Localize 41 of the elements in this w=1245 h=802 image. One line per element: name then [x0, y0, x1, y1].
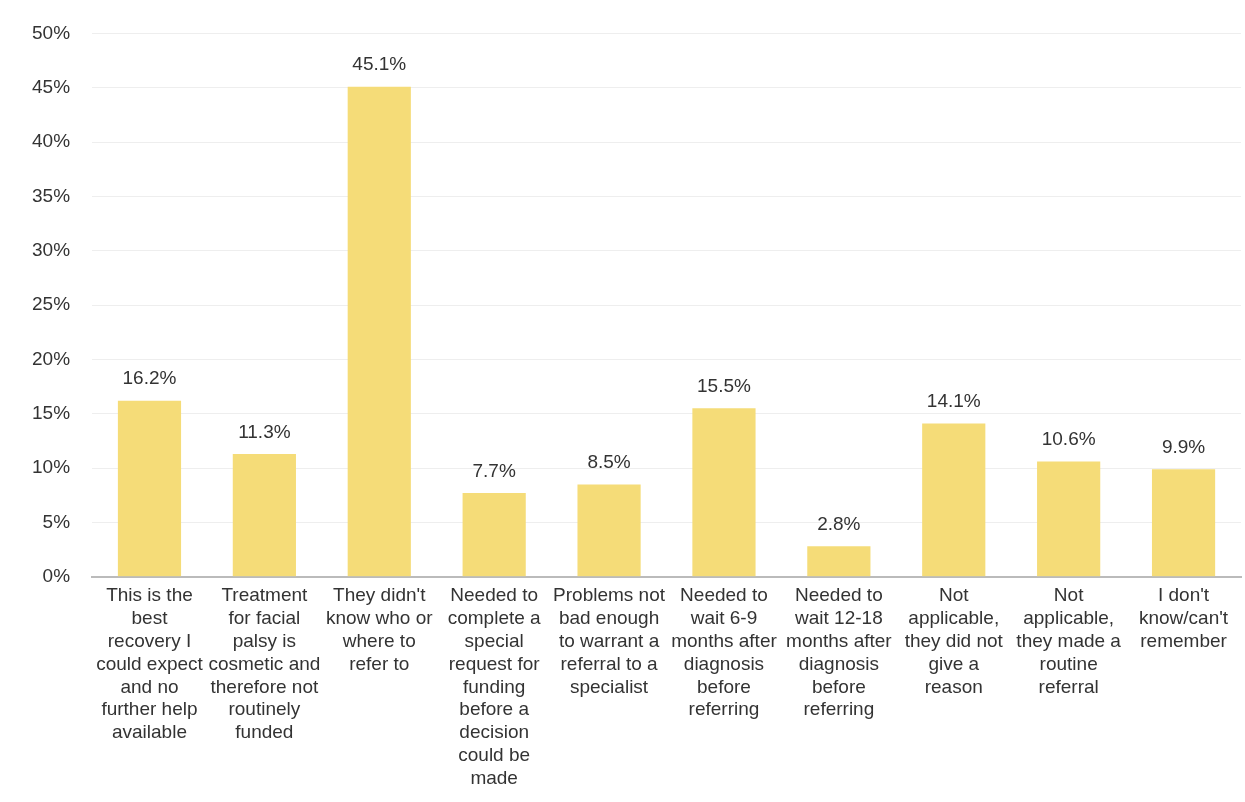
x-tick-label: Needed to wait 12-18 months after diagnosis before referring [786, 584, 893, 720]
x-tick-label: Not applicable, they made a routine referral [1016, 584, 1122, 697]
category-label: Needed to complete a special request for funding before a decision could be made [447, 584, 541, 788]
bar [232, 453, 296, 577]
data-label: 10.6% [1041, 428, 1096, 450]
x-tick-label: Needed to wait 6-9 months after diagnosis before referring [671, 584, 778, 720]
y-tick-label: 10% [32, 456, 71, 478]
data-label: 16.2% [122, 367, 177, 389]
x-tick-label: Treatment for facial palsy is cosmetic and therefore not routinely funded [208, 584, 321, 743]
y-tick-label: 40% [32, 130, 71, 152]
data-label: 15.5% [697, 375, 751, 397]
bar [117, 400, 182, 577]
x-tick-label: This is the best recovery I could expect and no further help available [96, 584, 204, 743]
data-label: 45.1% [352, 53, 407, 75]
data-label: 9.9% [1161, 435, 1206, 457]
data-label: 8.5% [587, 451, 631, 473]
data-label: 14.1% [926, 390, 981, 412]
data-label: 11.3% [238, 420, 291, 442]
y-tick-label: 50% [32, 21, 71, 43]
y-tick-label: 15% [32, 402, 71, 424]
x-tick-label: They didn't know who or where to refer to [325, 584, 434, 674]
data-label: 2.8% [817, 513, 861, 535]
bar [1151, 469, 1216, 577]
y-tick-label: 5% [42, 510, 71, 532]
x-tick-label: I don't know/can't remember [1138, 584, 1229, 652]
x-tick-label: Problems not bad enough to warrant a referral to a specialist [553, 584, 666, 697]
bar [807, 546, 871, 577]
y-tick-label: 45% [32, 75, 71, 97]
y-tick-label: 30% [32, 238, 71, 260]
data-label: 7.7% [472, 459, 516, 481]
y-tick-label: 35% [32, 184, 71, 206]
y-tick-label: 0% [42, 565, 71, 587]
bar [462, 493, 526, 577]
y-tick-label: 25% [32, 293, 71, 315]
x-tick-label: Not applicable, they did not give a reason [904, 584, 1004, 697]
bar [1037, 461, 1101, 577]
bar [347, 86, 411, 577]
bar [577, 484, 641, 577]
bar [692, 408, 756, 577]
y-tick-label: 20% [32, 347, 71, 369]
bar [922, 423, 986, 577]
